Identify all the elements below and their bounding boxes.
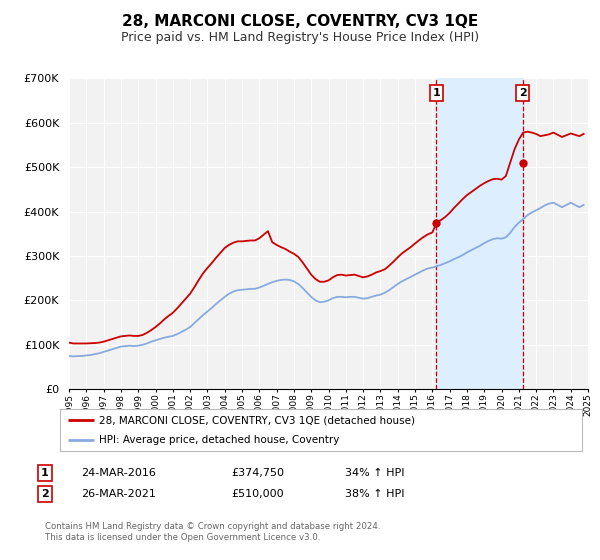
Text: 28, MARCONI CLOSE, COVENTRY, CV3 1QE: 28, MARCONI CLOSE, COVENTRY, CV3 1QE bbox=[122, 14, 478, 29]
Text: Price paid vs. HM Land Registry's House Price Index (HPI): Price paid vs. HM Land Registry's House … bbox=[121, 31, 479, 44]
Text: Contains HM Land Registry data © Crown copyright and database right 2024.: Contains HM Land Registry data © Crown c… bbox=[45, 522, 380, 531]
Text: £374,750: £374,750 bbox=[231, 468, 284, 478]
Text: HPI: Average price, detached house, Coventry: HPI: Average price, detached house, Cove… bbox=[99, 435, 340, 445]
Text: 24-MAR-2016: 24-MAR-2016 bbox=[81, 468, 156, 478]
Text: 2: 2 bbox=[519, 88, 527, 98]
Text: 26-MAR-2021: 26-MAR-2021 bbox=[81, 489, 156, 499]
Text: £510,000: £510,000 bbox=[231, 489, 284, 499]
Text: 1: 1 bbox=[41, 468, 49, 478]
Text: 34% ↑ HPI: 34% ↑ HPI bbox=[345, 468, 404, 478]
Text: 38% ↑ HPI: 38% ↑ HPI bbox=[345, 489, 404, 499]
Text: This data is licensed under the Open Government Licence v3.0.: This data is licensed under the Open Gov… bbox=[45, 533, 320, 542]
Text: 1: 1 bbox=[433, 88, 440, 98]
Text: 2: 2 bbox=[41, 489, 49, 499]
Bar bbox=[436, 78, 523, 389]
Text: 28, MARCONI CLOSE, COVENTRY, CV3 1QE (detached house): 28, MARCONI CLOSE, COVENTRY, CV3 1QE (de… bbox=[99, 415, 415, 425]
